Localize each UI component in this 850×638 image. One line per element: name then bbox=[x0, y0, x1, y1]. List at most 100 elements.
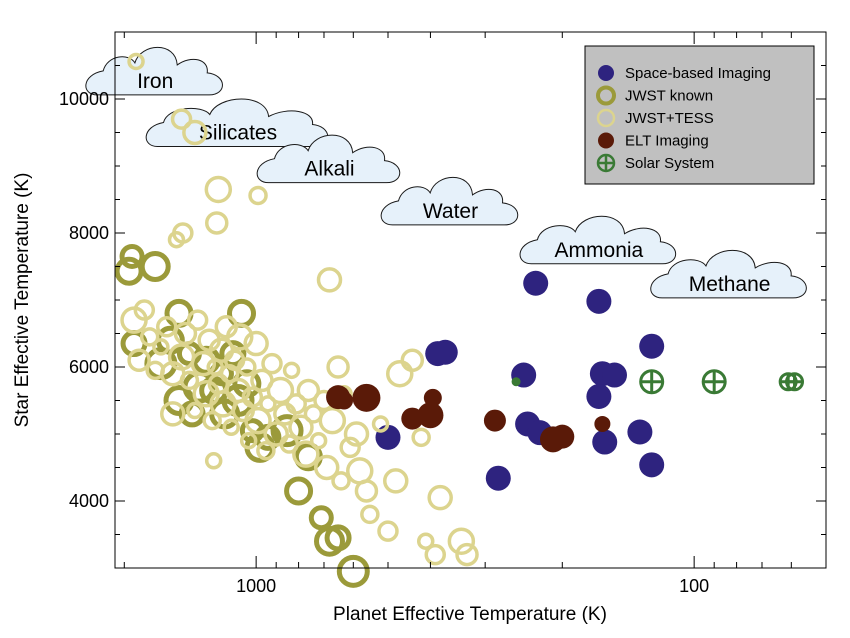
data-point bbox=[371, 415, 390, 433]
data-point bbox=[222, 418, 240, 437]
cloud-iron: Iron bbox=[85, 47, 223, 96]
data-point bbox=[119, 243, 145, 269]
data-point bbox=[313, 454, 340, 481]
data-point bbox=[266, 376, 295, 405]
data-point bbox=[186, 401, 204, 420]
data-point bbox=[586, 288, 612, 314]
data-point bbox=[309, 431, 328, 450]
data-point bbox=[204, 175, 233, 204]
axes: 4000 6000 8000 10000 1000 100 bbox=[59, 31, 827, 596]
data-point bbox=[343, 421, 370, 447]
legend-item-solar-system: Solar System bbox=[596, 153, 714, 173]
data-point bbox=[170, 108, 193, 130]
y-tick-label: 10000 bbox=[59, 89, 109, 109]
legend-marker bbox=[598, 65, 614, 81]
data-point bbox=[308, 505, 334, 531]
data-point bbox=[139, 251, 171, 282]
cloud-water: Water bbox=[380, 177, 519, 226]
data-point bbox=[386, 359, 414, 388]
data-point bbox=[416, 532, 435, 550]
data-point bbox=[133, 299, 156, 321]
series-elt-imaging bbox=[326, 383, 611, 453]
cloud-shape bbox=[519, 215, 677, 265]
data-point bbox=[324, 524, 352, 552]
legend-marker bbox=[598, 132, 614, 149]
data-point bbox=[594, 415, 611, 432]
data-point bbox=[417, 402, 444, 429]
data-point bbox=[284, 476, 314, 506]
data-point bbox=[155, 316, 178, 338]
data-point bbox=[326, 355, 350, 379]
data-point bbox=[288, 414, 314, 441]
data-point bbox=[182, 119, 208, 146]
cloud-label: Water bbox=[423, 200, 478, 223]
data-point bbox=[316, 267, 343, 293]
data-point bbox=[256, 441, 276, 461]
data-point bbox=[592, 429, 618, 455]
data-point bbox=[400, 348, 425, 373]
data-point bbox=[639, 369, 665, 395]
data-point bbox=[455, 542, 479, 567]
data-point bbox=[511, 377, 521, 387]
cloud-label: Methane bbox=[689, 273, 771, 296]
data-point bbox=[336, 554, 370, 588]
data-point bbox=[375, 424, 401, 450]
data-point bbox=[292, 440, 320, 468]
data-point bbox=[701, 369, 727, 395]
data-point bbox=[601, 362, 627, 388]
legend-marker bbox=[596, 85, 616, 106]
legend-item-elt-imaging: ELT Imaging bbox=[598, 132, 709, 150]
data-point bbox=[377, 520, 399, 542]
data-point bbox=[152, 338, 170, 356]
legend-label: JWST known bbox=[625, 88, 713, 105]
data-point bbox=[485, 465, 511, 491]
data-point bbox=[241, 386, 264, 408]
data-point bbox=[425, 341, 451, 367]
y-tick-label: 8000 bbox=[69, 223, 109, 243]
data-point bbox=[127, 348, 151, 373]
data-point bbox=[411, 427, 431, 448]
cloud-methane: Methane bbox=[650, 249, 807, 299]
data-point bbox=[167, 230, 186, 249]
cloud-shape bbox=[380, 177, 519, 226]
data-point bbox=[523, 270, 549, 296]
data-point bbox=[483, 409, 506, 432]
legend: Space-based Imaging JWST known JWST+TESS EL… bbox=[584, 45, 815, 185]
cloud-shape bbox=[85, 47, 223, 96]
cloud-ammonia: Ammonia bbox=[519, 215, 677, 265]
data-point bbox=[186, 309, 209, 331]
data-point bbox=[627, 419, 653, 445]
y-tick-label: 4000 bbox=[69, 491, 109, 511]
data-point bbox=[586, 383, 612, 409]
data-point bbox=[270, 414, 304, 448]
data-points bbox=[114, 52, 805, 588]
data-point bbox=[239, 431, 258, 450]
cloud-alkali: Alkali bbox=[256, 134, 401, 184]
legend-item-jwst-tess: JWST+TESS bbox=[596, 108, 714, 128]
condensation-clouds: Iron Silicates Alkali Water Ammonia Methane bbox=[85, 47, 807, 299]
cloud-shape bbox=[256, 134, 401, 184]
data-point bbox=[282, 361, 301, 380]
series-jwst-known bbox=[114, 243, 370, 588]
data-point bbox=[259, 395, 277, 413]
data-point bbox=[204, 452, 223, 470]
data-point bbox=[261, 352, 283, 375]
data-point bbox=[172, 222, 194, 244]
legend-label: JWST+TESS bbox=[625, 110, 714, 127]
data-point bbox=[248, 185, 268, 206]
data-point bbox=[427, 484, 453, 511]
legend-label: ELT Imaging bbox=[625, 133, 709, 150]
data-point bbox=[237, 357, 257, 377]
data-point bbox=[263, 421, 289, 447]
cloud-shape bbox=[650, 249, 807, 299]
data-point bbox=[205, 211, 229, 235]
x-tick-label: 1000 bbox=[236, 576, 276, 596]
legend-label: Solar System bbox=[625, 155, 714, 172]
cloud-label: Silicates bbox=[199, 122, 277, 145]
x-tick-label: 100 bbox=[679, 576, 709, 596]
cloud-label: Alkali bbox=[304, 158, 354, 181]
data-point bbox=[354, 479, 379, 503]
data-point bbox=[360, 504, 380, 525]
y-tick-label: 6000 bbox=[69, 357, 109, 377]
